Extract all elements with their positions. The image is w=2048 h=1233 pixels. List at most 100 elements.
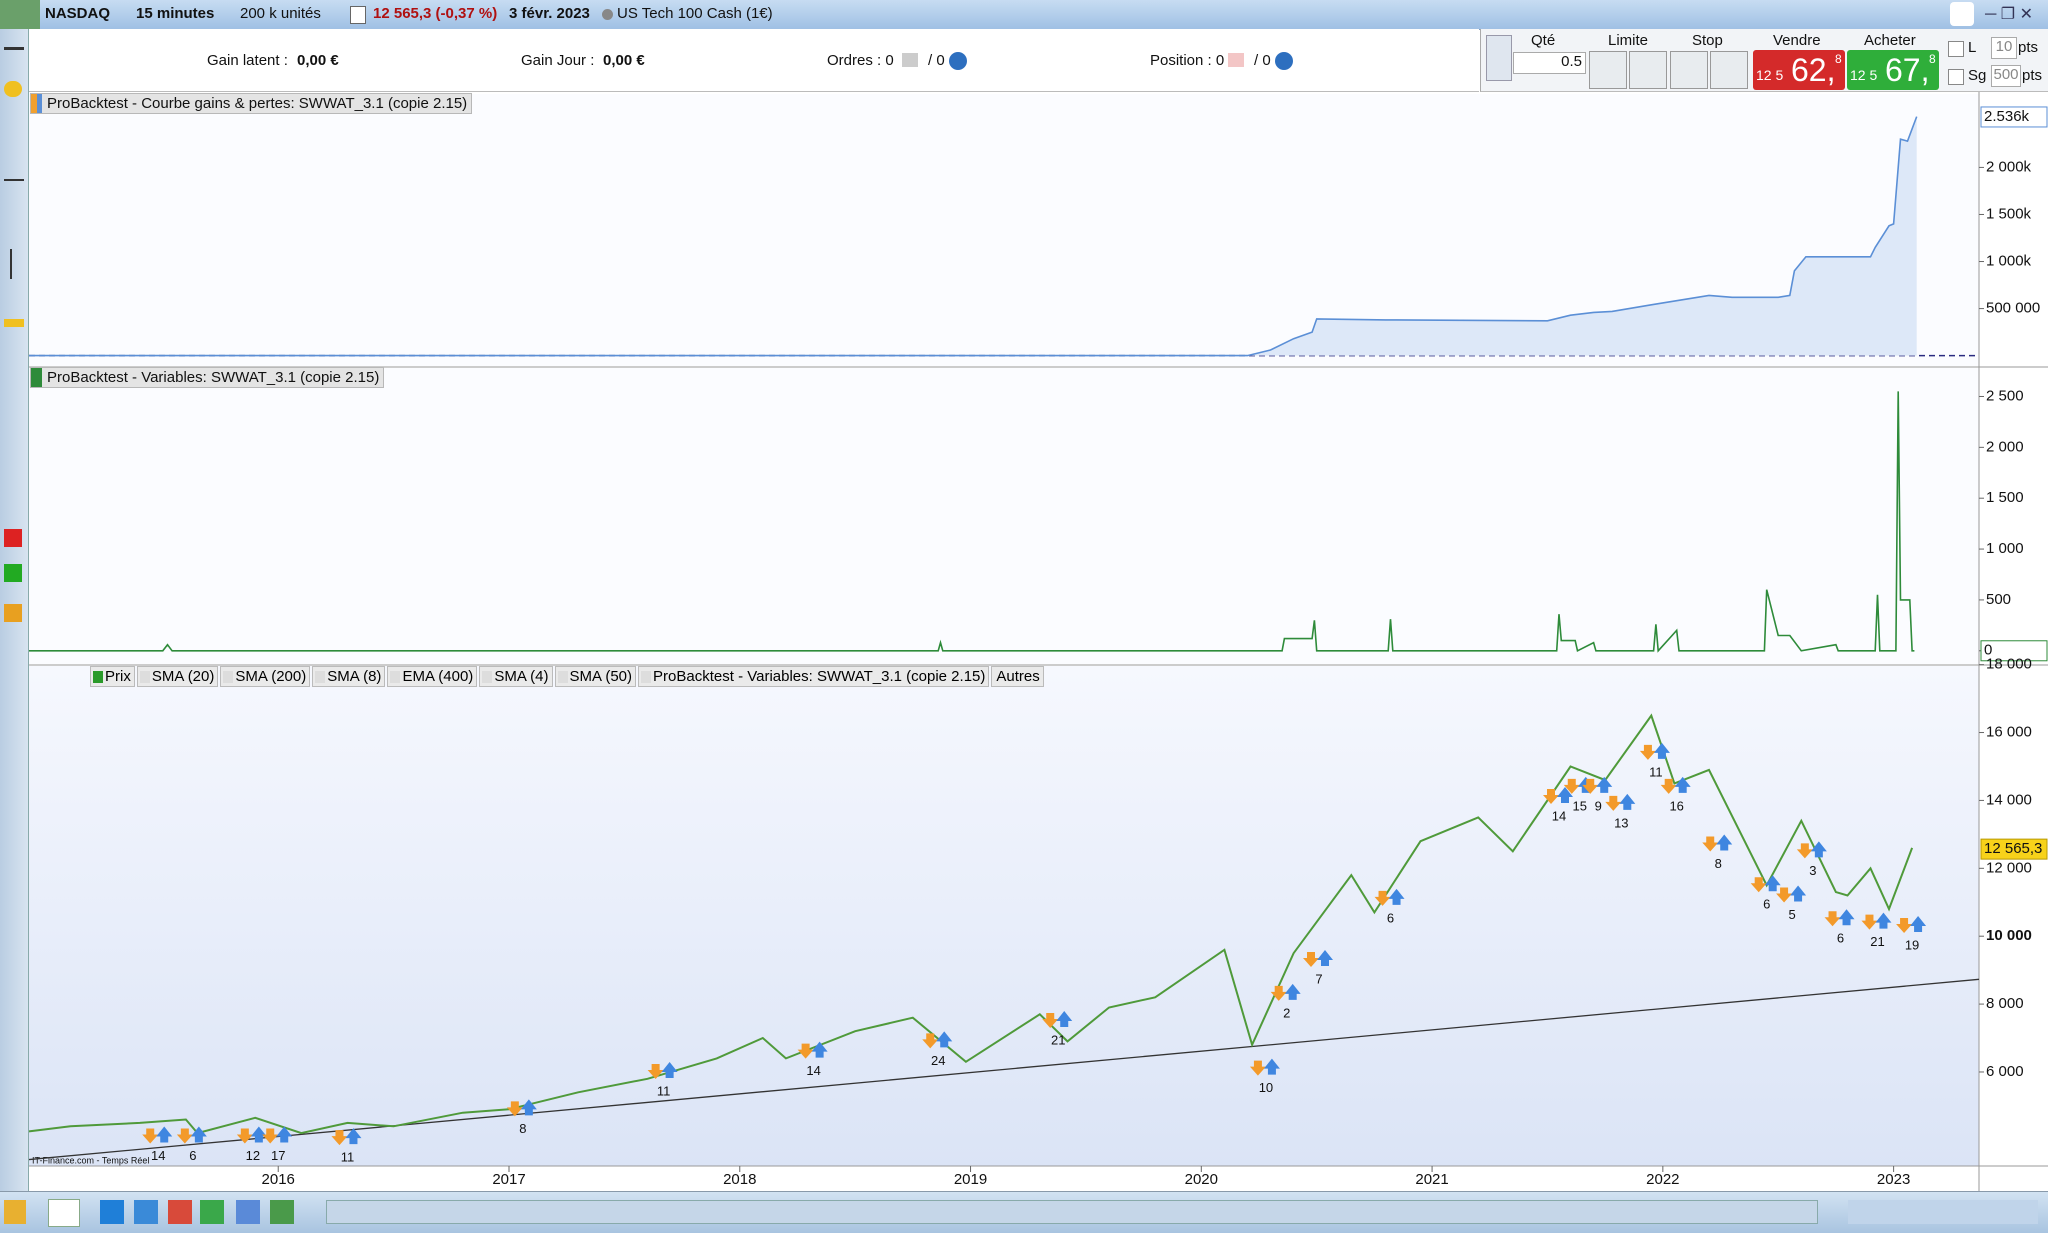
signal-count: 11 [341, 1150, 355, 1165]
legend-item[interactable]: SMA (200) [220, 666, 311, 687]
y-tick-label: 2 500 [1986, 387, 2024, 404]
position-icon[interactable] [1228, 53, 1244, 67]
y-tick-label: 2 000 [1986, 438, 2024, 455]
y-tick-label: 1 000 [1986, 540, 2024, 557]
buy-arrow [1388, 888, 1405, 905]
orders-icon[interactable] [902, 53, 918, 67]
units-select[interactable]: 200 k unités [240, 5, 321, 22]
buy-arrow [811, 1041, 828, 1058]
vertical-tool[interactable] [10, 249, 12, 279]
signal-count: 6 [1763, 897, 1770, 912]
x-tick-label: 2021 [1415, 1171, 1448, 1188]
checkbox[interactable] [1948, 69, 1964, 85]
buy-arrow [1875, 912, 1892, 929]
x-tick-label: 2019 [954, 1171, 987, 1188]
lock-tool[interactable] [4, 604, 22, 622]
tool[interactable] [134, 1200, 158, 1224]
limit-sell-button[interactable] [1629, 51, 1667, 89]
buy-arrow [1056, 1011, 1073, 1028]
order-panel: Qté 0.5 Limite Stop Vendre 12 5 62, 8 Ac… [1480, 29, 2048, 92]
qty-input[interactable]: 0.5 [1513, 52, 1586, 74]
share[interactable] [100, 1200, 124, 1224]
info-icon[interactable] [350, 6, 366, 24]
last-value-tag [1980, 106, 2048, 128]
logo [0, 0, 40, 29]
buy-button[interactable]: 12 5 67, 8 [1847, 50, 1939, 90]
price-sup: 8 [1929, 52, 1936, 66]
input[interactable]: 10 [1991, 37, 2017, 59]
sell-arrow [1374, 890, 1391, 906]
legend-item[interactable]: EMA (400) [387, 666, 478, 687]
buy-tool[interactable] [4, 564, 22, 582]
signal-count: 13 [1614, 815, 1628, 830]
tool[interactable] [200, 1200, 224, 1224]
sync-button[interactable] [1950, 2, 1974, 26]
zoom-controls[interactable] [1848, 1200, 2038, 1224]
tool[interactable] [236, 1200, 260, 1224]
timeframe-select[interactable]: 15 minutes [136, 5, 215, 22]
x-tick-label: 2020 [1185, 1171, 1218, 1188]
trade-signal [1861, 912, 1892, 930]
tool[interactable] [168, 1200, 192, 1224]
legend-item[interactable]: SMA (4) [479, 666, 553, 687]
sell-arrow [506, 1101, 523, 1117]
input[interactable]: 500 [1991, 65, 2021, 87]
trade-signal [1270, 983, 1301, 1001]
limit-buy-button[interactable] [1589, 51, 1627, 89]
trade-signal [142, 1126, 173, 1144]
settings-icon[interactable] [1275, 52, 1293, 70]
price-prefix: 12 5 [1850, 67, 1878, 83]
trade-signal [1776, 885, 1807, 903]
qty-label: Qté [1531, 32, 1556, 49]
legend-item[interactable]: Autres [991, 666, 1044, 687]
y-tick-label: 18 000 [1986, 656, 2032, 673]
signal-count: 14 [151, 1148, 165, 1163]
chart-type[interactable] [48, 1199, 80, 1227]
y-tick-label: 2 000k [1986, 158, 2032, 175]
signal-count: 2 [1283, 1005, 1290, 1020]
sell-tool[interactable] [4, 529, 22, 547]
value: 0,00 € [297, 52, 339, 69]
label: L [1968, 39, 1977, 56]
buy-arrow [1284, 983, 1301, 1000]
line-tool[interactable] [4, 179, 24, 181]
sell-arrow [1582, 778, 1599, 794]
buy-arrow [1317, 949, 1333, 966]
settings-icon[interactable] [949, 52, 967, 70]
buy-arrow [1653, 742, 1670, 759]
bottom-toolbar [0, 1191, 2048, 1233]
checkbox[interactable] [1948, 41, 1964, 57]
unit: pts [2018, 39, 2039, 56]
legend-item[interactable]: ProBacktest - Variables: SWWAT_3.1 (copi… [638, 666, 990, 687]
buy-arrow [345, 1128, 362, 1145]
market-select[interactable]: NASDAQ [45, 5, 111, 22]
alert-tool[interactable] [4, 81, 22, 97]
tool-button[interactable] [1486, 35, 1512, 81]
label: Gain latent : [207, 52, 288, 69]
legend-item[interactable]: Prix [90, 666, 135, 687]
signal-count: 16 [1669, 798, 1683, 813]
stop-sell-button[interactable] [1710, 51, 1748, 89]
legend-item[interactable]: SMA (20) [136, 666, 219, 687]
tool[interactable] [4, 47, 24, 50]
trade-signal [1374, 888, 1405, 906]
sell-arrow [647, 1063, 664, 1079]
stop-buy-button[interactable] [1670, 51, 1708, 89]
trade-signal [1303, 949, 1333, 967]
trade-signal [262, 1126, 293, 1144]
tool[interactable] [270, 1200, 294, 1224]
sell-button[interactable]: 12 5 62, 8 [1753, 50, 1845, 90]
legend-item[interactable]: SMA (50) [554, 666, 637, 687]
sell-arrow [1824, 911, 1841, 927]
y-tick-label: 12 000 [1986, 859, 2032, 876]
sell-arrow [1543, 789, 1559, 805]
fib-tool[interactable] [4, 319, 24, 327]
label: Ordres : 0 [827, 52, 894, 69]
sell-arrow [1563, 778, 1580, 794]
tool[interactable] [4, 1200, 26, 1224]
legend-item[interactable]: SMA (8) [312, 666, 386, 687]
trade-signal [1702, 834, 1733, 852]
scrollbar[interactable] [326, 1200, 1818, 1224]
window-controls[interactable]: ─ ❐ ✕ [1985, 6, 2033, 23]
buy-arrow [661, 1061, 678, 1078]
